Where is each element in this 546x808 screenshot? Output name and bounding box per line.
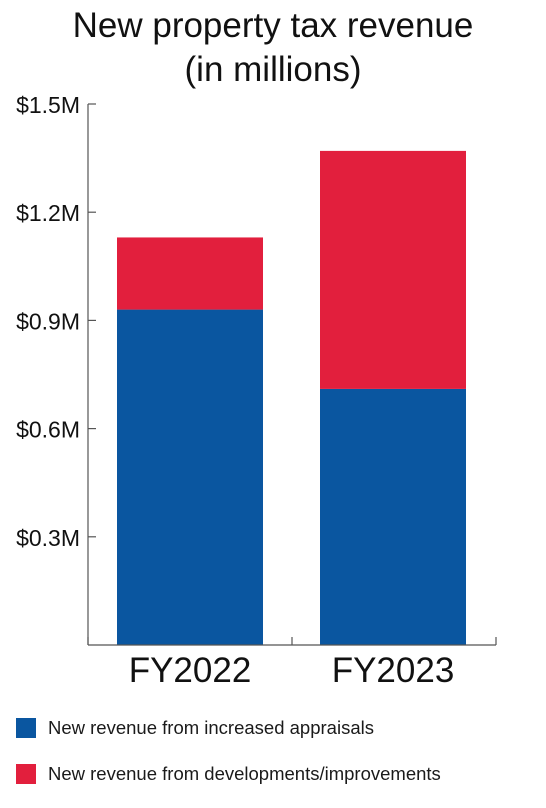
bar-fy2022-series-2 [117,237,263,310]
y-tick-label: $1.5M [16,92,80,118]
legend-label-developments: New revenue from developments/improvemen… [48,763,441,784]
y-tick-label: $1.2M [16,200,80,226]
legend-label-appraisals: New revenue from increased appraisals [48,717,374,738]
legend-swatch-developments [16,764,36,784]
legend-item-developments: New revenue from developments/improvemen… [16,762,441,786]
legend-item-appraisals: New revenue from increased appraisals [16,716,441,740]
chart-title-line-2: (in millions) [184,50,362,89]
y-tick-label: $0.3M [16,525,80,551]
x-category-label: FY2022 [129,651,252,690]
legend-swatch-appraisals [16,718,36,738]
bar-fy2022-series-1 [117,309,263,645]
chart-title-line-1: New property tax revenue [72,6,474,45]
bar-fy2023-series-2 [320,150,466,389]
y-tick-label: $0.6M [16,417,80,443]
x-category-label: FY2023 [332,651,455,690]
stacked-bar-chart: $0.3M $0.6M $0.9M $1.2M $1.5M FY2022 FY2023 [16,92,497,690]
y-tick-label: $0.9M [16,308,80,334]
bar-fy2023-series-1 [320,388,466,645]
chart-title: New property tax revenue (in millions) [0,4,546,92]
legend: New revenue from increased appraisals Ne… [16,716,441,808]
